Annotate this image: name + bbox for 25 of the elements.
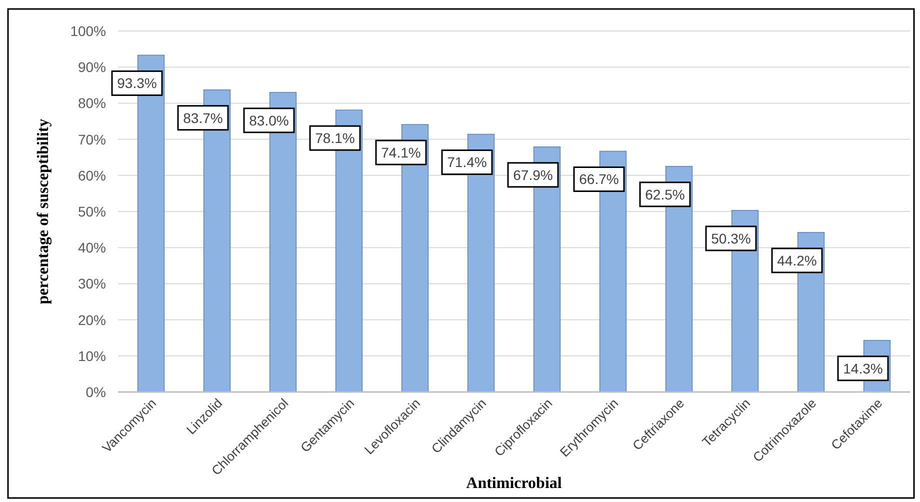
data-label: 83.7% [183,110,223,126]
y-tick-label: 50% [78,204,106,220]
y-tick-label: 90% [78,59,106,76]
data-label: 67.9% [513,166,553,183]
y-tick-label: 60% [78,167,106,184]
data-label: 71.4% [447,154,487,170]
y-tick-label: 20% [78,312,106,328]
y-tick-label: 10% [78,348,106,364]
data-label: 83.0% [249,112,289,128]
data-label: 50.3% [711,230,751,246]
data-label: 66.7% [579,171,619,188]
data-label: 14.3% [843,360,883,376]
y-tick-label: 30% [78,276,106,292]
data-label: 44.2% [777,252,817,268]
y-tick-label: 100% [70,23,106,39]
data-label: 74.1% [381,144,421,160]
y-tick-label: 70% [78,131,106,148]
y-tick-label: 80% [78,95,106,112]
data-label: 78.1% [315,130,355,146]
data-label: 62.5% [645,186,685,202]
y-tick-label: 0% [86,384,106,400]
y-tick-label: 40% [78,240,106,256]
y-axis-title: percentage of susceptibility [35,118,52,304]
x-axis-title: Antimicrobial [466,475,562,492]
data-label: 93.3% [117,75,157,92]
